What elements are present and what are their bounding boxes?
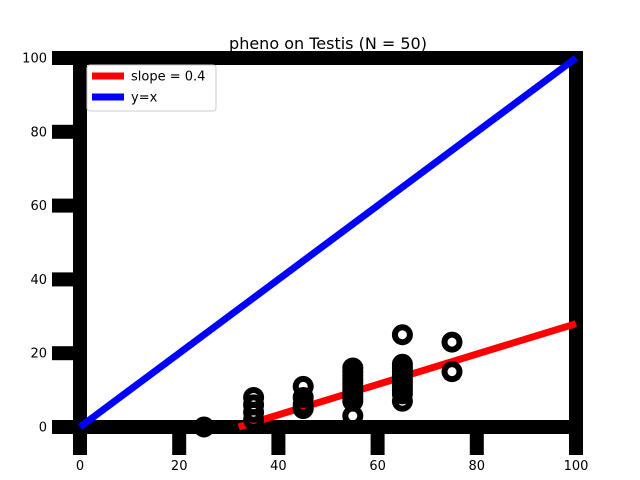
y-tick-label: 20 [30,347,47,362]
x-tick-label: 60 [369,459,386,474]
scatter-point [243,409,265,431]
chart-title: pheno on Testis (N = 50) [229,34,427,53]
line-series-group [77,55,579,431]
y-tick-label: 100 [22,52,47,67]
scatter-point [243,401,265,423]
y-tick-label: 60 [30,199,47,214]
identity-line [77,55,579,430]
y-tick-label: 80 [30,125,47,140]
scatter-point [342,405,364,427]
scatter-point [292,386,314,408]
x-tick-label: 0 [76,459,84,474]
x-tick-label: 40 [270,459,287,474]
y-tick-label: 0 [39,421,47,436]
axes: 0 20 40 60 80 100 0 20 40 60 80 100 [22,51,588,474]
y-tick-label: 40 [30,273,47,288]
scatter-point [193,416,215,438]
scatter-point [441,361,463,383]
x-tick-label: 20 [171,459,188,474]
scatter-point [441,331,463,353]
x-tick-label: 80 [469,459,486,474]
legend-label: slope = 0.4 [131,70,205,85]
scatter-point [391,324,413,346]
scatter-point [391,383,413,405]
scatter-points-group [193,324,463,438]
plot-frame [73,51,583,434]
legend: slope = 0.4 y=x [86,64,217,112]
legend-label: y=x [131,91,158,106]
scatter-point [292,375,314,397]
scatter-point [391,390,413,412]
scatter-point [292,398,314,420]
x-tick-label: 100 [564,459,589,474]
